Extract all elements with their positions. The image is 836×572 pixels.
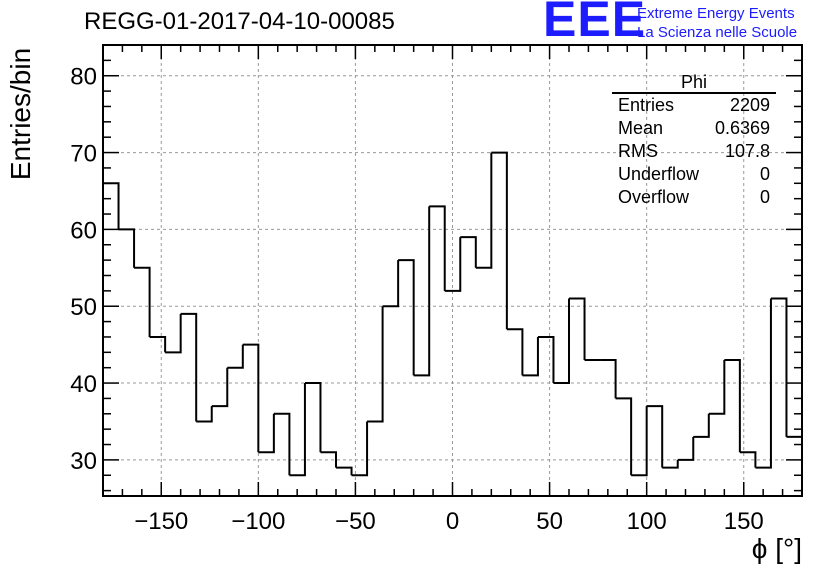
stats-row-mean: Mean 0.6369 xyxy=(612,117,776,140)
y-tick-label: 70 xyxy=(70,141,97,168)
y-axis-label: Entries/bin xyxy=(5,48,36,180)
histogram-series xyxy=(103,151,802,477)
histogram-bin xyxy=(289,383,306,477)
x-tick-label: −100 xyxy=(231,508,285,535)
histogram-bin xyxy=(708,360,726,415)
histogram-bin xyxy=(460,236,477,268)
stats-label: Overflow xyxy=(618,187,690,207)
histogram-bin xyxy=(537,335,555,384)
stats-label: Underflow xyxy=(618,164,700,184)
stats-row-overflow: Overflow 0 xyxy=(612,186,776,209)
y-tick-label: 40 xyxy=(70,371,97,398)
histogram-bin xyxy=(615,397,633,476)
histogram-bin xyxy=(180,312,198,422)
plot-title: REGG-01-2017-04-10-00085 xyxy=(84,8,395,35)
histogram-bin xyxy=(398,259,415,376)
histogram-bin xyxy=(134,266,151,337)
stats-row-entries: Entries 2209 xyxy=(612,94,776,117)
logo-line-2: La Scienza nelle Scuole xyxy=(637,24,798,41)
histogram-bin xyxy=(491,151,508,330)
stats-value: 0 xyxy=(759,164,770,184)
histogram-bin xyxy=(227,344,244,369)
x-tick-label: −50 xyxy=(335,508,376,535)
histogram-bin xyxy=(569,297,586,361)
histogram-bin xyxy=(631,406,648,477)
logo-line-1: Extreme Energy Events xyxy=(637,5,795,22)
stats-value: 0 xyxy=(759,187,770,207)
axis-tick-labels: −150 −100 −50 0 50 100 150 30 40 50 60 70 80 xyxy=(70,64,763,535)
histogram-bin xyxy=(103,182,120,230)
histogram-bin xyxy=(739,451,757,468)
stats-row-rms: RMS 107.8 xyxy=(612,140,776,163)
histogram-bin xyxy=(118,228,136,268)
stats-box: Phi Entries 2209 Mean 0.6369 RMS 107.8 Underfl… xyxy=(612,72,776,209)
eee-logo: EEE xyxy=(543,0,647,47)
histogram-bin xyxy=(600,359,617,399)
histogram-bin xyxy=(196,406,213,423)
y-tick-label: 50 xyxy=(70,294,97,321)
histogram-bin xyxy=(522,336,539,377)
histogram-bin xyxy=(258,413,275,454)
histogram-bin xyxy=(336,466,353,476)
histogram-bin xyxy=(413,206,431,377)
histogram-bin xyxy=(242,343,260,453)
x-tick-label: 150 xyxy=(724,508,764,535)
stats-value: 2209 xyxy=(729,95,770,115)
x-tick-label: 50 xyxy=(536,508,563,535)
y-tick-label: 60 xyxy=(70,217,97,244)
histogram-bin xyxy=(677,436,695,461)
histogram-bin xyxy=(320,451,337,468)
histogram-bin xyxy=(506,328,524,376)
stats-value: 107.8 xyxy=(724,141,770,161)
histogram-bin xyxy=(429,205,446,291)
stats-title: Phi xyxy=(612,72,776,94)
histogram-bin xyxy=(755,298,772,469)
histogram-bin xyxy=(382,260,400,308)
histogram-bin xyxy=(273,412,291,476)
histogram-bin xyxy=(553,298,570,385)
stats-value: 0.6369 xyxy=(714,118,770,138)
x-tick-label: −150 xyxy=(134,508,188,535)
histogram-bin xyxy=(304,382,322,453)
histogram-bin xyxy=(211,367,229,408)
histogram-bin xyxy=(367,306,384,423)
histogram-bin xyxy=(351,421,369,477)
eee-logo-caption: Extreme Energy Events La Scienza nelle S… xyxy=(637,4,797,42)
stats-row-underflow: Underflow 0 xyxy=(612,163,776,186)
x-tick-label: 100 xyxy=(627,508,667,535)
histogram-bin xyxy=(149,335,167,353)
stats-rows: Entries 2209 Mean 0.6369 RMS 107.8 Underflow 0 O… xyxy=(612,94,776,209)
histogram-bin xyxy=(724,359,741,453)
histogram-bin xyxy=(770,297,788,437)
x-axis-label: ϕ [°] xyxy=(752,533,802,564)
stats-label: RMS xyxy=(618,141,658,161)
x-tick-label: 0 xyxy=(446,508,459,535)
stats-label: Entries xyxy=(618,95,675,115)
y-tick-label: 30 xyxy=(70,448,97,475)
histogram-bin xyxy=(662,459,679,469)
histogram-bin xyxy=(165,313,182,354)
axis-ticks xyxy=(102,44,803,496)
histogram-bin xyxy=(646,405,664,468)
histogram-bin xyxy=(475,152,493,269)
y-tick-label: 80 xyxy=(70,64,97,91)
histogram-bin xyxy=(693,413,710,438)
stats-label: Mean xyxy=(618,118,664,138)
histogram-bin xyxy=(444,237,462,292)
